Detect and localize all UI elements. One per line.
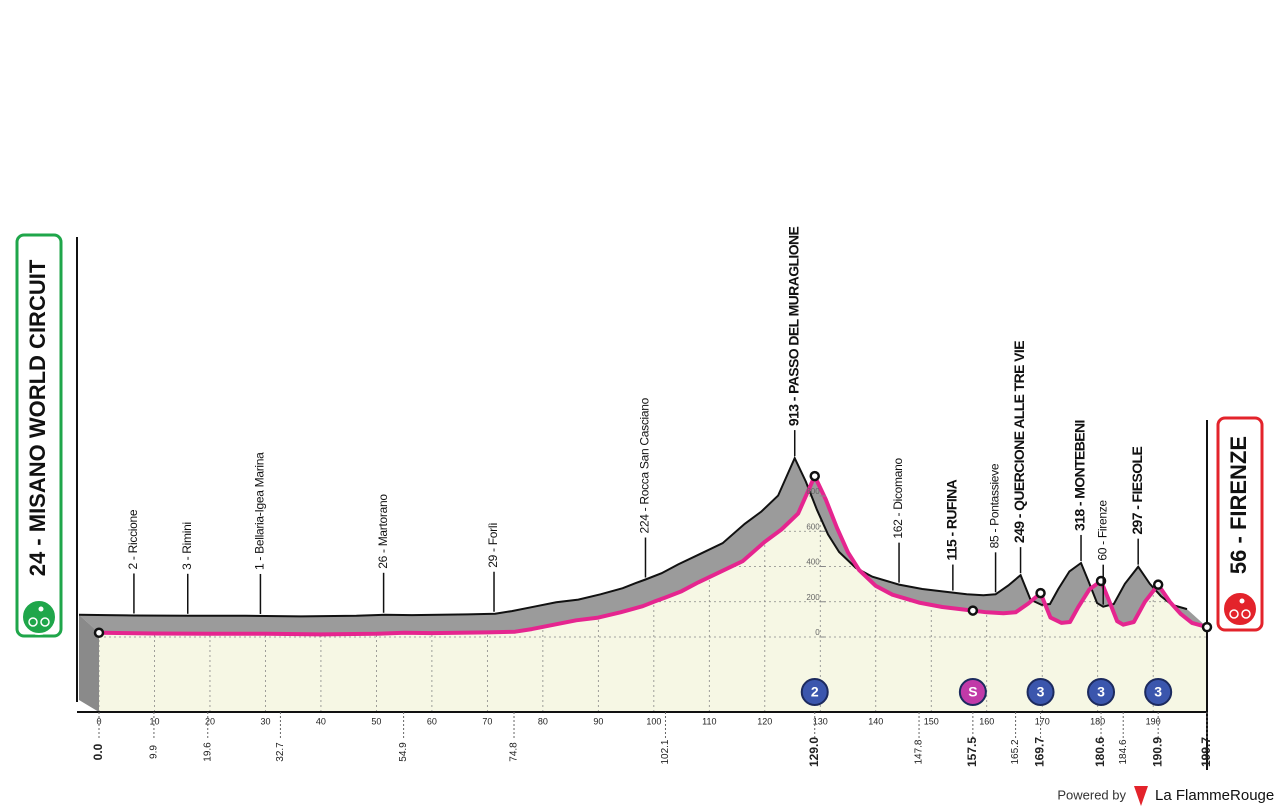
x-tick-label: 140 xyxy=(868,716,883,726)
x-tick-label: 70 xyxy=(482,716,492,726)
waypoint-dot xyxy=(1035,587,1046,599)
y-tick-label: 800 xyxy=(806,487,820,496)
finish-label: 56 - FIRENZE xyxy=(1226,436,1251,574)
waypoint-label: 1 - Bellaria-Igea Marina xyxy=(253,452,267,570)
distance-label: 147.8 xyxy=(914,739,925,764)
waypoint-label: 318 - MONTEBENI xyxy=(1072,420,1088,531)
distance-label: 157.5 xyxy=(965,737,979,767)
x-tick-label: 110 xyxy=(702,716,716,726)
profile-fill xyxy=(99,476,1207,712)
y-tick-label: 400 xyxy=(806,558,820,567)
start-icon xyxy=(28,617,38,627)
distance-label: 0.0 xyxy=(91,743,105,760)
distance-label: 190.9 xyxy=(1150,737,1164,767)
powered-by: Powered by xyxy=(1057,787,1126,802)
waypoint-label: 162 - Dicomano xyxy=(891,457,905,538)
distance-label: 9.9 xyxy=(149,745,160,759)
waypoint-dot xyxy=(1152,579,1164,590)
distance-label: 74.8 xyxy=(509,742,520,762)
distance-label: 199.7 xyxy=(1199,737,1213,767)
x-tick-label: 150 xyxy=(924,716,939,726)
climb-marker xyxy=(1087,678,1116,706)
waypoint-label: 85 - Pontassieve xyxy=(988,463,1002,548)
climb-marker xyxy=(1144,678,1173,706)
brand-logo xyxy=(1134,786,1148,806)
x-tick-label: 160 xyxy=(979,716,994,726)
distance-label: 180.6 xyxy=(1093,737,1107,767)
profile-line xyxy=(98,474,1208,637)
waypoint-label: 3 - Rimini xyxy=(180,522,194,570)
x-tick-label: 170 xyxy=(1035,716,1050,726)
climb-marker-label: 3 xyxy=(1154,684,1162,700)
climb-marker-label: 3 xyxy=(1097,684,1105,700)
x-tick-label: 10 xyxy=(149,716,159,726)
x-tick-label: 50 xyxy=(371,716,381,726)
waypoint-label: 115 - RUFINA xyxy=(944,479,960,560)
start-icon xyxy=(38,606,44,612)
climb-marker xyxy=(958,678,987,706)
distance-label: 102.1 xyxy=(660,739,671,764)
finish-icon xyxy=(1229,609,1239,619)
start-icon xyxy=(21,599,57,635)
x-tick-label: 100 xyxy=(646,716,661,726)
x-tick-label: 40 xyxy=(316,716,326,726)
climb-marker-label: 3 xyxy=(1037,684,1045,700)
finish-box xyxy=(1216,416,1264,632)
waypoint-label: 60 - Firenze xyxy=(1095,500,1109,561)
distance-label: 54.9 xyxy=(398,742,409,762)
x-tick-label: 30 xyxy=(260,716,270,726)
x-tick-label: 90 xyxy=(593,716,603,726)
climb-marker-label: 2 xyxy=(811,684,819,700)
climb-marker-label: S xyxy=(968,684,977,700)
x-tick-label: 120 xyxy=(757,716,772,726)
waypoint-dot xyxy=(93,627,105,639)
waypoint-label: 249 - QUERCIONE ALLE TRE VIE xyxy=(1011,341,1027,543)
climb-marker xyxy=(800,678,829,706)
y-tick-label: 0 xyxy=(815,628,820,637)
finish-icon xyxy=(1222,591,1258,627)
x-tick-label: 20 xyxy=(205,716,215,726)
waypoint-label: 297 - FIESOLE xyxy=(1129,446,1145,534)
x-tick-label: 60 xyxy=(427,716,437,726)
x-tick-label: 180 xyxy=(1090,716,1105,726)
finish-icon xyxy=(1239,598,1245,604)
x-tick-label: 130 xyxy=(813,716,828,726)
left-wall xyxy=(79,614,99,712)
waypoint-dot xyxy=(1201,621,1213,633)
x-tick-label: 190 xyxy=(1146,716,1161,726)
climb-marker xyxy=(1026,678,1055,706)
x-tick-label: 80 xyxy=(538,716,548,726)
waypoint-label: 2 - Riccione xyxy=(126,509,140,569)
start-label: 24 - MISANO WORLD CIRCUIT xyxy=(25,259,50,576)
brand: La FlammeRouge xyxy=(1155,787,1274,804)
distance-label: 169.7 xyxy=(1033,737,1047,767)
distance-label: 32.7 xyxy=(275,742,286,762)
y-tick-label: 200 xyxy=(806,593,820,602)
waypoint-label: 29 - Forlì xyxy=(486,523,500,568)
distance-label: 165.2 xyxy=(1010,739,1021,764)
waypoint-label: 26 - Martorano xyxy=(376,494,390,569)
y-tick-label: 600 xyxy=(806,522,820,531)
finish-icon xyxy=(1241,609,1251,619)
profile-band xyxy=(79,458,1207,635)
start-icon xyxy=(40,617,50,627)
distance-label: 184.6 xyxy=(1118,739,1129,764)
waypoint-dot xyxy=(967,605,979,616)
waypoint-label: 913 - PASSO DEL MURAGLIONE xyxy=(785,226,801,426)
distance-label: 19.6 xyxy=(202,742,213,762)
waypoint-label: 224 - Rocca San Casciano xyxy=(638,397,652,533)
profile-top-edge xyxy=(78,455,1188,618)
start-box xyxy=(15,233,63,638)
waypoint-dot xyxy=(809,470,820,482)
distance-label: 129.0 xyxy=(807,737,821,767)
